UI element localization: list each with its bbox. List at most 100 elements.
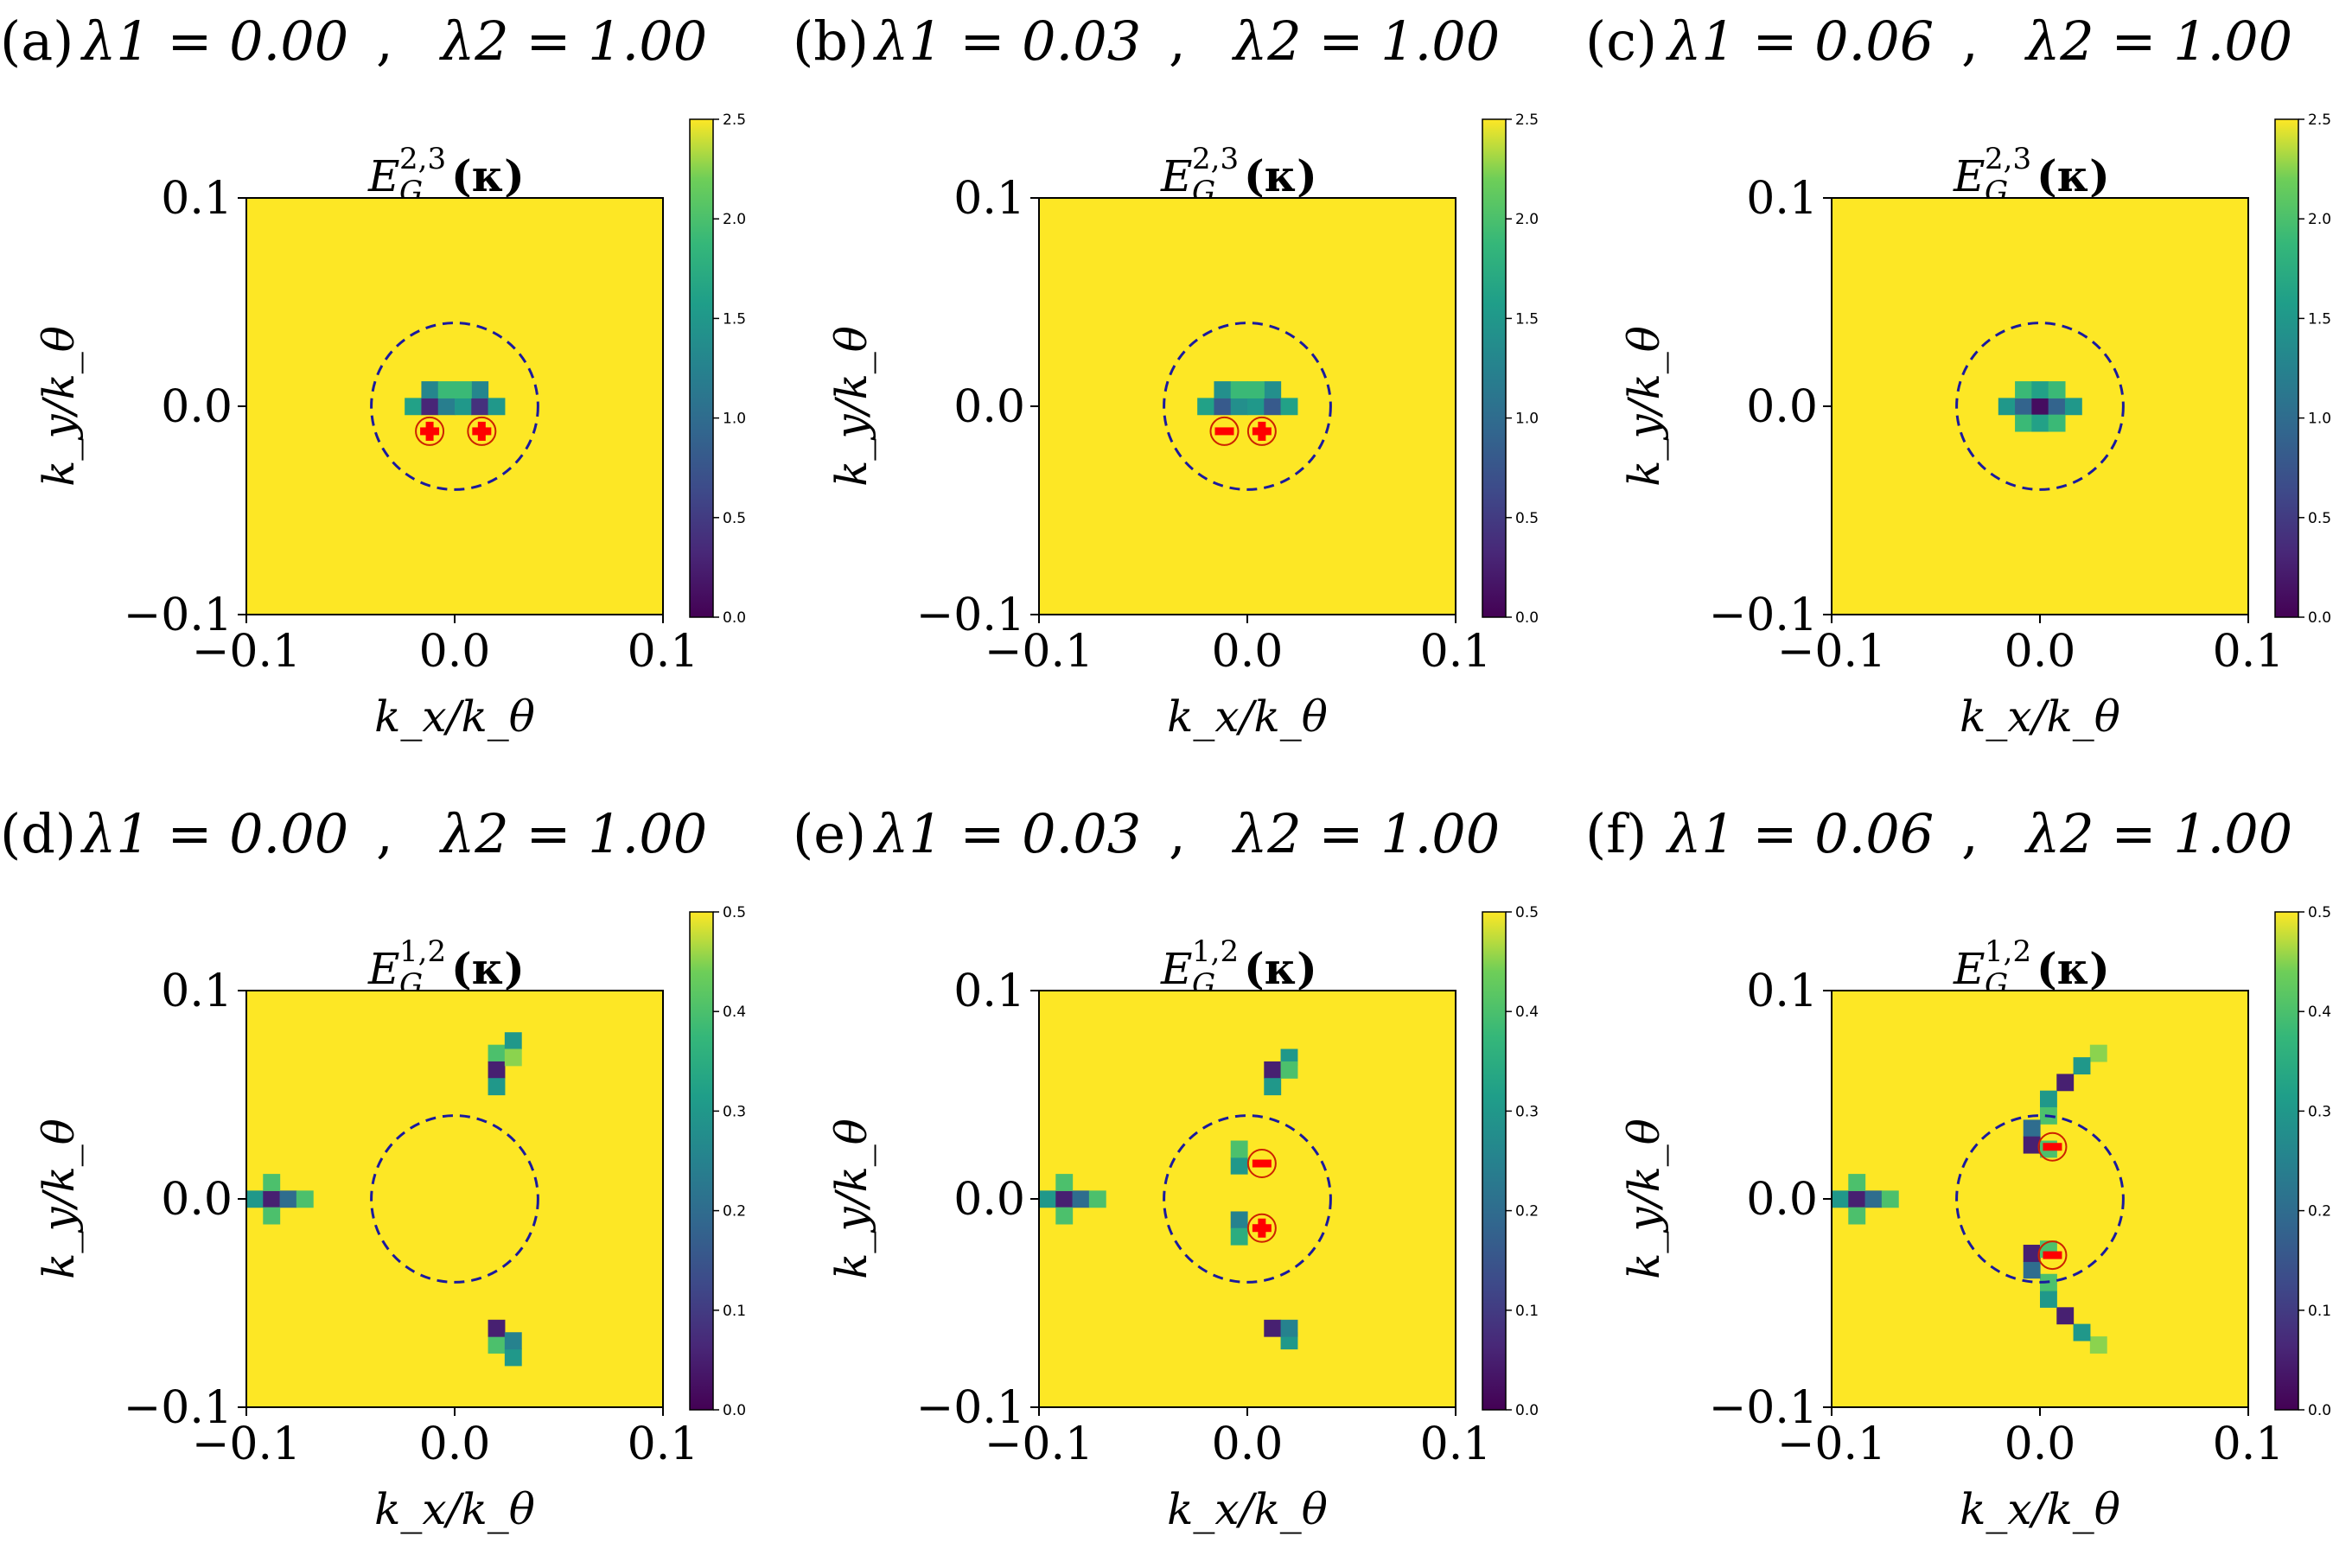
plot-title-main: E bbox=[367, 944, 400, 994]
heatmap-cell bbox=[1848, 1190, 1866, 1208]
heatmap-cell bbox=[455, 381, 472, 398]
heatmap-cell bbox=[488, 1078, 506, 1096]
heatmap-cell bbox=[504, 1032, 522, 1050]
heatmap-cell bbox=[1881, 1190, 1899, 1208]
colorbar-tick-label: 0.2 bbox=[2308, 1203, 2331, 1221]
plot-title: E 1,2G (κ) bbox=[367, 934, 525, 1002]
heatmap-cell bbox=[1230, 1140, 1248, 1158]
plus-in-circle-icon bbox=[1246, 1213, 1277, 1243]
colorbar-tick-label: 0.3 bbox=[1515, 1103, 1539, 1120]
y-tick-label: 0.0 bbox=[1746, 381, 1818, 433]
heatmap-cell bbox=[1264, 1078, 1282, 1096]
heatmap-cell bbox=[1055, 1190, 1074, 1208]
plus-in-circle-icon bbox=[1246, 416, 1277, 446]
heatmap-cell bbox=[296, 1190, 314, 1208]
heatmap-cell bbox=[2023, 1119, 2041, 1138]
y-tick-label: 0.0 bbox=[161, 1174, 233, 1226]
heatmap-cell bbox=[471, 398, 489, 416]
heatmap-cell bbox=[1264, 1061, 1282, 1079]
plot-title: E 2,3G (κ) bbox=[1953, 142, 2110, 209]
y-tick-label: 0.0 bbox=[1746, 1174, 1818, 1226]
minus-in-circle-icon bbox=[2037, 1131, 2068, 1162]
colorbar-tick-label: 0.5 bbox=[2308, 510, 2331, 527]
plot-title: E 1,2G (κ) bbox=[1160, 934, 1317, 1002]
colorbar-tick-label: 0.0 bbox=[2308, 609, 2331, 627]
heatmap-cell bbox=[2089, 1336, 2107, 1354]
colorbar bbox=[1482, 118, 1507, 618]
lambda-separator: , bbox=[1961, 10, 1979, 73]
x-axis-label: k_x/k_θ bbox=[1960, 1484, 2120, 1534]
heatmap-cell bbox=[437, 381, 456, 398]
x-axis-label: k_x/k_θ bbox=[1960, 692, 2120, 742]
x-tick-label: 0.1 bbox=[1420, 1418, 1492, 1470]
marker-bar bbox=[1252, 1159, 1272, 1168]
y-tick-label: 0.1 bbox=[1746, 966, 1818, 1017]
heatmap-cell bbox=[2023, 1136, 2041, 1154]
heatmap-cell bbox=[2023, 1245, 2041, 1262]
colorbar bbox=[2274, 118, 2299, 618]
colorbar-tick-label: 0.2 bbox=[1515, 1203, 1539, 1221]
colorbar-tick-label: 0.1 bbox=[723, 1303, 746, 1320]
marker-bar-vertical bbox=[1258, 421, 1266, 441]
colorbar-tick-label: 0.1 bbox=[1515, 1303, 1539, 1320]
colorbar-tick-label: 2.0 bbox=[723, 211, 746, 228]
x-tick-label: 0.0 bbox=[419, 1418, 491, 1470]
colorbar-tick-label: 0.2 bbox=[723, 1203, 746, 1221]
colorbar-tick-label: 0.5 bbox=[1515, 904, 1539, 921]
lambda1-label: λ1 = 0.00 bbox=[80, 802, 348, 865]
marker-ring bbox=[2037, 1240, 2068, 1271]
heatmap-cell bbox=[504, 1348, 522, 1367]
heatmap-cell bbox=[488, 1319, 506, 1337]
colorbar-tick-label: 0.4 bbox=[2308, 1004, 2331, 1021]
heatmap-cell bbox=[1230, 381, 1248, 398]
colorbar-tick-label: 0.0 bbox=[723, 609, 746, 627]
y-tick-label: 0.0 bbox=[953, 1174, 1025, 1226]
plot-title-argument: (κ) bbox=[451, 943, 525, 994]
minus-in-circle-icon bbox=[1209, 416, 1240, 446]
marker-bar bbox=[1214, 427, 1234, 436]
plot-title-main: E bbox=[1160, 944, 1193, 994]
plot-title-main: E bbox=[1953, 151, 1985, 201]
panel-a: (a) λ1 = 0.00, λ2 = 1.00 E 2,3G (κ) −0.1−0.1 0.… bbox=[0, 10, 746, 742]
marker-ring bbox=[1246, 416, 1277, 446]
y-tick-label: −0.1 bbox=[916, 1382, 1025, 1434]
dashed-circle bbox=[370, 1114, 539, 1284]
heatmap-cell bbox=[263, 1174, 281, 1191]
colorbar-tick-label: 0.5 bbox=[723, 904, 746, 921]
colorbar-tick-label: 2.5 bbox=[723, 112, 746, 129]
colorbar-tick-label: 2.5 bbox=[1515, 112, 1539, 129]
colorbar-tick-label: 1.0 bbox=[2308, 411, 2331, 428]
marker-ring bbox=[1246, 1149, 1277, 1179]
x-axis-label: k_x/k_θ bbox=[374, 692, 535, 742]
heatmap-cell bbox=[2056, 1307, 2075, 1325]
heatmap-cell bbox=[2048, 381, 2066, 398]
plot-title-argument: (κ) bbox=[2036, 150, 2110, 201]
heatmap-cell bbox=[455, 398, 472, 416]
colorbar-tick-label: 0.3 bbox=[723, 1103, 746, 1120]
colorbar-tick-label: 0.5 bbox=[1515, 510, 1539, 527]
heatmap-cell bbox=[1197, 398, 1215, 416]
dashed-circle bbox=[1163, 322, 1332, 491]
marker-ring bbox=[1209, 416, 1240, 446]
lambda2-label: λ2 = 1.00 bbox=[438, 802, 707, 865]
y-tick-label: 0.1 bbox=[161, 173, 233, 225]
plot-title-argument: (κ) bbox=[2036, 943, 2110, 994]
dashed-circle bbox=[1955, 322, 2125, 491]
plot-title-main: E bbox=[1160, 151, 1193, 201]
heatmap-cell bbox=[488, 1336, 506, 1354]
heatmap-cell bbox=[1055, 1207, 1074, 1225]
panel-label: (c) bbox=[1585, 10, 1657, 73]
lambda-separator: , bbox=[376, 802, 393, 865]
lambda-separator: , bbox=[376, 10, 393, 73]
heatmap-cell bbox=[1214, 381, 1232, 398]
heatmap-cell bbox=[488, 1061, 506, 1079]
plot-title: E 2,3G (κ) bbox=[1160, 142, 1317, 209]
heatmap-cell bbox=[2064, 398, 2082, 416]
x-tick-label: −0.1 bbox=[985, 1418, 1093, 1470]
colorbar-tick-label: 1.5 bbox=[1515, 310, 1539, 328]
heatmap-cell bbox=[1230, 1211, 1248, 1229]
y-axis-label: k_y/k_θ bbox=[34, 1119, 84, 1279]
marker-ring bbox=[415, 416, 445, 446]
heatmap-cell bbox=[1848, 1174, 1866, 1191]
lambda1-label: λ1 = 0.06 bbox=[1665, 802, 1934, 865]
